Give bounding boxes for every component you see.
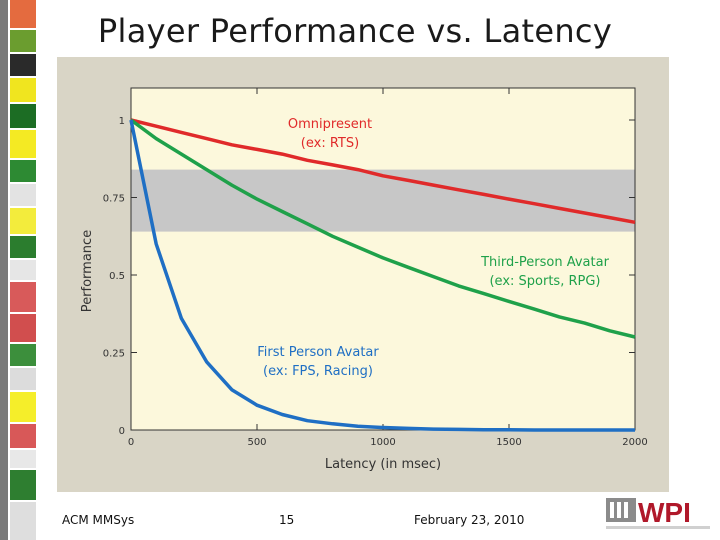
shaded-band xyxy=(131,169,635,232)
side-block xyxy=(10,236,36,258)
side-block xyxy=(10,30,36,52)
y-axis-label: Performance xyxy=(80,230,95,312)
footer-conference: ACM MMSys xyxy=(62,513,135,527)
x-tick-label: 500 xyxy=(247,437,266,448)
third-person-avatar-line xyxy=(129,118,636,339)
side-block xyxy=(10,470,36,500)
side-block xyxy=(10,282,36,312)
x-axis-label: Latency (in msec) xyxy=(325,457,441,472)
side-block xyxy=(10,424,36,448)
side-block xyxy=(10,368,36,390)
side-block xyxy=(10,160,36,182)
footer-date: February 23, 2010 xyxy=(414,513,525,527)
side-block xyxy=(10,184,36,206)
x-tick-label: 1000 xyxy=(370,437,395,448)
side-block xyxy=(10,450,36,468)
side-block xyxy=(10,344,36,366)
third-person-avatar-label: Third-Person Avatar xyxy=(480,255,610,270)
side-block xyxy=(10,54,36,76)
y-tick-label: 0.5 xyxy=(109,271,125,282)
x-tick-label: 0 xyxy=(128,437,134,448)
series-lines xyxy=(129,118,636,432)
first-person-avatar-line xyxy=(129,119,635,432)
side-block xyxy=(10,0,36,28)
side-block xyxy=(10,392,36,422)
third-person-avatar-label: (ex: Sports, RPG) xyxy=(489,274,600,289)
logo-text: WPI xyxy=(638,497,691,528)
y-tick-label: 0 xyxy=(119,426,125,437)
first-person-avatar-label: (ex: FPS, Racing) xyxy=(263,364,373,379)
y-tick-label: 0.75 xyxy=(103,194,125,205)
side-bar xyxy=(0,0,8,540)
omnipresent-line xyxy=(130,118,636,225)
series-labels: Omnipresent (ex: RTS) Third-Person Avatar (… xyxy=(257,117,609,379)
side-block xyxy=(10,78,36,102)
page-number: 15 xyxy=(279,513,295,527)
x-tick-label: 2000 xyxy=(622,437,647,448)
decorative-side-strip xyxy=(0,0,42,540)
x-tick-label: 1500 xyxy=(496,437,521,448)
wpi-logo: WPI xyxy=(606,497,710,529)
side-block xyxy=(10,208,36,234)
side-block xyxy=(10,130,36,158)
side-block xyxy=(10,314,36,342)
side-block xyxy=(10,104,36,128)
slide-title: Player Performance vs. Latency xyxy=(97,12,613,50)
first-person-avatar-label: First Person Avatar xyxy=(257,345,379,360)
side-block xyxy=(10,260,36,280)
side-block xyxy=(10,502,36,540)
y-tick-label: 1 xyxy=(119,116,125,127)
omnipresent-label: (ex: RTS) xyxy=(301,136,359,151)
omnipresent-label: Omnipresent xyxy=(288,117,372,132)
y-tick-label: 0.25 xyxy=(103,349,125,360)
